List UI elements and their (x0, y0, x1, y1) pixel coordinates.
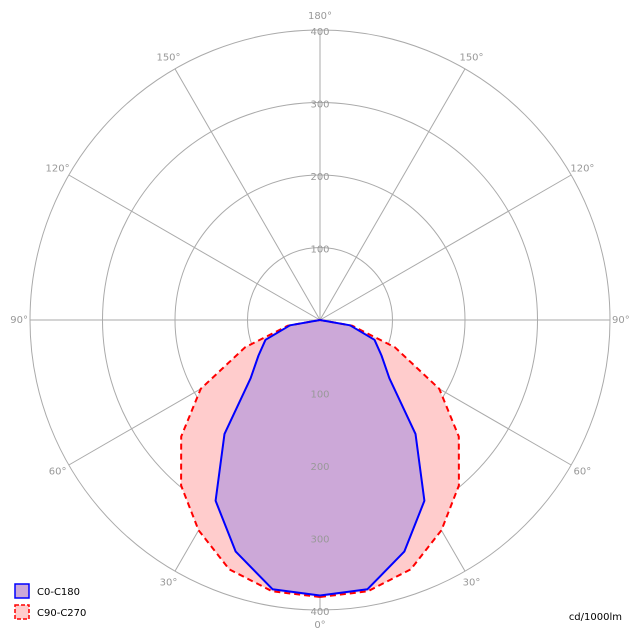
angle-label: 90° (612, 315, 630, 326)
curve (319, 319, 460, 598)
curve (214, 319, 321, 597)
r-tick-label: 300 (310, 535, 329, 546)
grid (29, 29, 611, 611)
angle-label: 90° (10, 315, 28, 326)
legend-swatch (14, 604, 30, 620)
r-tick-label: 400 (310, 607, 329, 618)
r-tick-label: 200 (310, 462, 329, 473)
legend-label: C90-C270 (37, 608, 86, 619)
unit-label: cd/1000lm (569, 612, 622, 623)
grid-spoke (68, 174, 321, 321)
grid-spoke (319, 68, 466, 321)
r-tick-label: 400 (310, 27, 329, 38)
labels: 0° 30° 30° 60° 60° 90° 90° 120° 120° 150° 150° 180°… (10, 11, 629, 631)
angle-label: 0° (314, 620, 325, 631)
angle-label: 60° (49, 467, 67, 478)
angle-label: 150° (459, 53, 483, 64)
angle-label: 120° (570, 164, 594, 175)
r-tick-label: 100 (310, 390, 329, 401)
area (215, 320, 320, 596)
r-tick-label: 200 (310, 172, 329, 183)
angle-label: 150° (156, 53, 180, 64)
curve (319, 319, 426, 597)
area (320, 320, 425, 596)
grid-spoke (319, 174, 572, 321)
r-tick-label: 100 (310, 245, 329, 256)
lines (180, 319, 460, 598)
angle-label: 60° (574, 467, 592, 478)
grid-spoke (174, 68, 321, 321)
angle-label: 30° (463, 577, 481, 588)
r-tick-label: 300 (310, 100, 329, 111)
legend-swatch (14, 583, 30, 599)
angle-label: 120° (46, 164, 70, 175)
legend-label: C0-C180 (37, 587, 80, 598)
curve (180, 319, 321, 598)
areas (181, 320, 459, 597)
angle-label: 180° (308, 11, 332, 22)
angle-label: 30° (160, 577, 178, 588)
